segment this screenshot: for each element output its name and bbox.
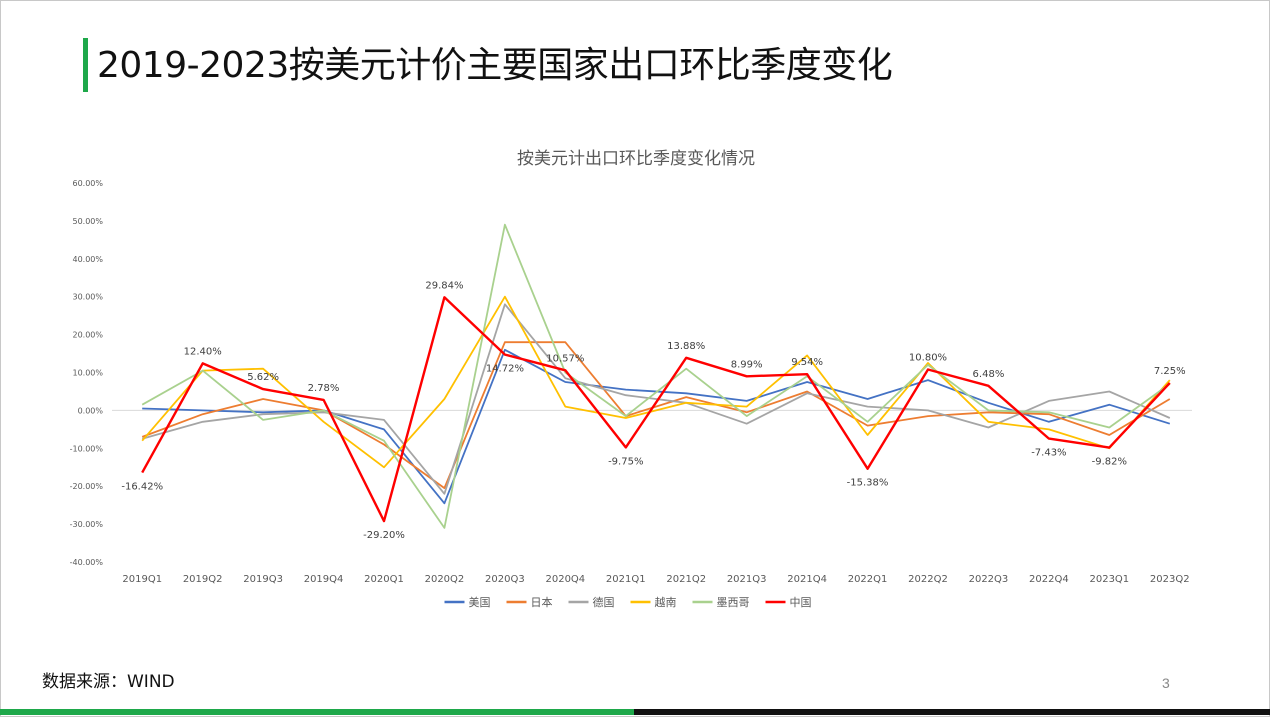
x-tick-label: 2022Q3 xyxy=(969,574,1009,585)
y-tick-label: -30.00% xyxy=(70,520,104,529)
x-tick-label: 2020Q4 xyxy=(545,574,585,585)
bottom-bar-dark xyxy=(634,709,1270,715)
data-source: 数据来源：WIND xyxy=(42,672,175,692)
x-tick-label: 2019Q3 xyxy=(243,574,283,585)
data-label: 29.84% xyxy=(425,280,463,291)
y-tick-label: -40.00% xyxy=(70,558,104,567)
x-tick-label: 2023Q1 xyxy=(1089,574,1129,585)
data-label: 7.25% xyxy=(1154,366,1186,377)
y-tick-label: 50.00% xyxy=(72,217,103,226)
x-tick-label: 2022Q4 xyxy=(1029,574,1069,585)
x-tick-label: 2023Q2 xyxy=(1150,574,1190,585)
data-label: 6.48% xyxy=(973,369,1005,380)
data-label: -15.38% xyxy=(847,478,889,489)
x-tick-label: 2021Q2 xyxy=(666,574,706,585)
page-number: 3 xyxy=(1162,675,1170,691)
x-tick-label: 2022Q1 xyxy=(848,574,888,585)
y-tick-label: 20.00% xyxy=(72,331,103,340)
legend-entry: 越南 xyxy=(655,595,677,609)
x-tick-label: 2022Q2 xyxy=(908,574,948,585)
data-label: 13.88% xyxy=(667,341,705,352)
y-tick-label: -10.00% xyxy=(70,444,104,453)
data-label: 10.57% xyxy=(546,353,584,364)
legend-entry: 中国 xyxy=(790,596,812,609)
legend-entry: 美国 xyxy=(469,596,491,609)
y-tick-label: 0.00% xyxy=(78,406,104,415)
bottom-bar-green xyxy=(0,709,634,715)
chart-title: 按美元计出口环比季度变化情况 xyxy=(517,149,755,169)
legend-entry: 德国 xyxy=(593,595,615,609)
y-tick-label: -20.00% xyxy=(70,482,104,491)
series-line-墨西哥 xyxy=(141,223,1171,529)
data-label: 8.99% xyxy=(731,359,763,370)
data-label: -7.43% xyxy=(1031,448,1066,459)
series-line-中国 xyxy=(141,296,1171,523)
x-tick-label: 2021Q3 xyxy=(727,574,767,585)
data-label: -16.42% xyxy=(121,482,163,493)
data-label: -9.75% xyxy=(608,456,643,467)
x-tick-label: 2019Q4 xyxy=(304,574,344,585)
series-line-美国 xyxy=(142,348,1171,505)
data-label: 14.72% xyxy=(486,364,524,375)
x-tick-label: 2020Q3 xyxy=(485,574,525,585)
data-label: -29.20% xyxy=(363,530,405,541)
y-tick-label: 60.00% xyxy=(72,179,103,188)
title-accent-bar xyxy=(83,38,88,92)
x-tick-label: 2021Q4 xyxy=(787,574,827,585)
data-label: 10.80% xyxy=(909,352,947,363)
data-label: 9.54% xyxy=(791,357,823,368)
y-tick-label: 30.00% xyxy=(72,293,103,302)
page-title: 2019-2023按美元计价主要国家出口环比季度变化 xyxy=(97,45,893,86)
data-label: 2.78% xyxy=(308,383,340,394)
series-line-日本 xyxy=(141,341,1171,490)
legend-entry: 日本 xyxy=(531,595,553,609)
x-tick-label: 2021Q1 xyxy=(606,574,646,585)
x-tick-label: 2020Q2 xyxy=(425,574,465,585)
data-label: 5.62% xyxy=(247,372,279,383)
y-tick-label: 40.00% xyxy=(72,255,103,264)
y-tick-label: 10.00% xyxy=(72,369,103,378)
x-tick-label: 2019Q2 xyxy=(183,574,223,585)
legend-entry: 墨西哥 xyxy=(717,596,750,609)
series-line-越南 xyxy=(141,295,1171,469)
data-label: -9.82% xyxy=(1092,457,1127,468)
x-tick-label: 2019Q1 xyxy=(122,574,162,585)
data-label: 12.40% xyxy=(184,346,222,357)
x-tick-label: 2020Q1 xyxy=(364,574,404,585)
